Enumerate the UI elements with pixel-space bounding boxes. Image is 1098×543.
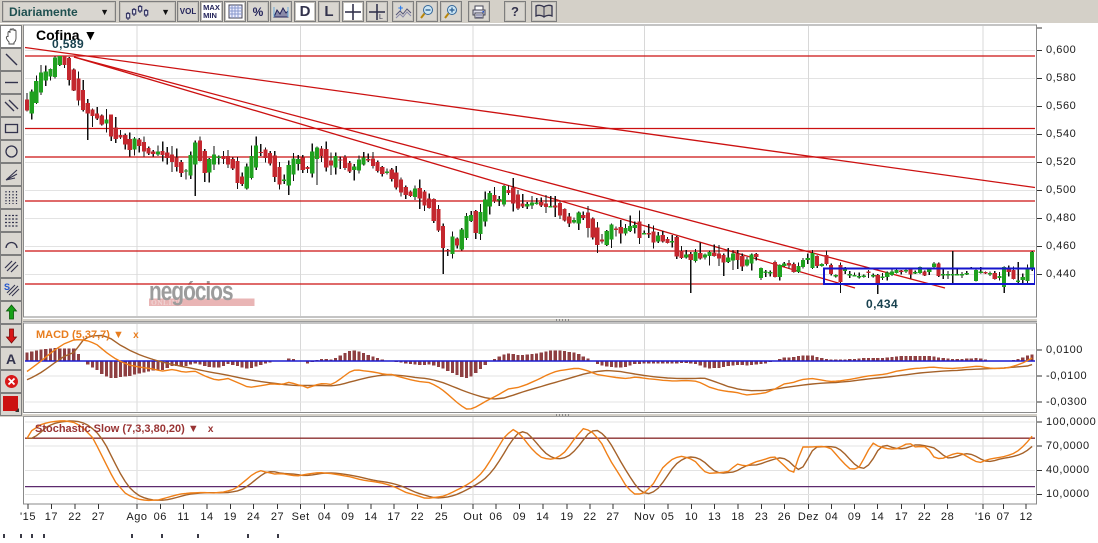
svg-text:+: +	[398, 4, 403, 13]
svg-text:L: L	[379, 14, 383, 21]
svg-text:negócios: negócios	[149, 277, 233, 306]
svg-text:ONLINE: ONLINE	[151, 298, 183, 307]
svg-text:S: S	[4, 282, 10, 292]
